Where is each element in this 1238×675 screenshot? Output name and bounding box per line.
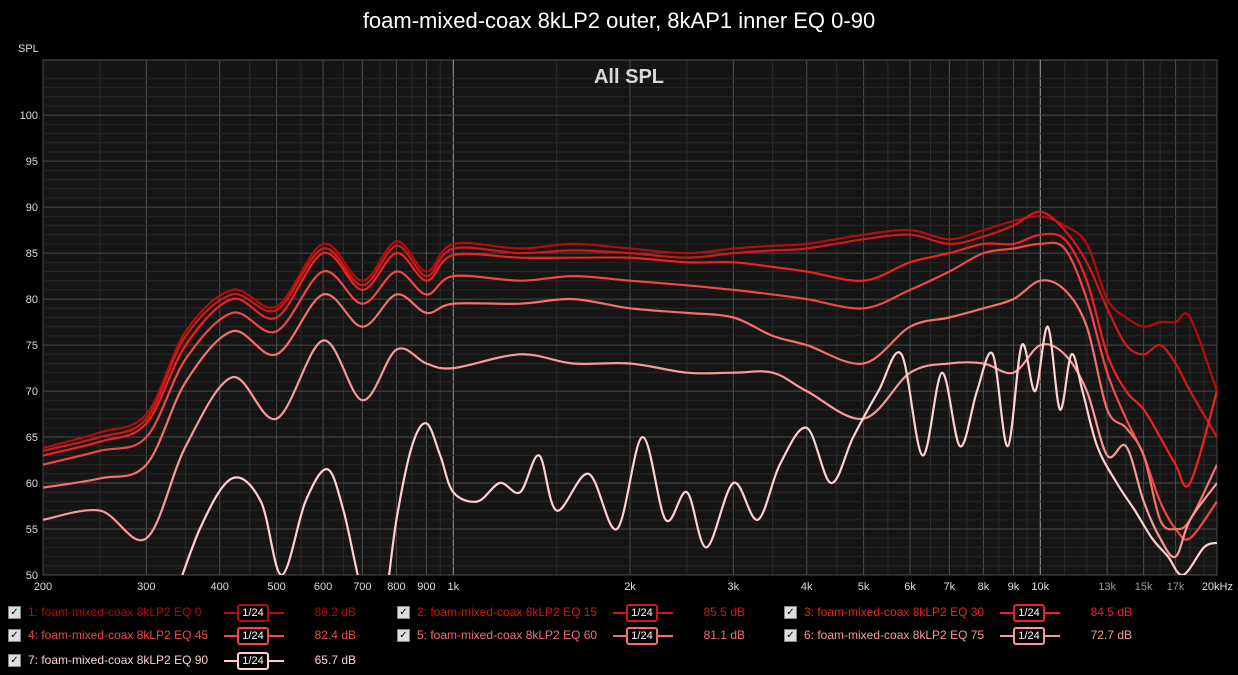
x-tick-label: 200 [34, 581, 52, 593]
legend-level: 65.7 dB [314, 653, 356, 667]
legend-series-name: 6: foam-mixed-coax 8kLP2 EQ 75 [804, 628, 985, 642]
smoothing-label: 1/24 [237, 627, 269, 645]
y-tick-label: 85 [26, 248, 38, 260]
series-line-6 [43, 339, 1217, 559]
series-line-3 [43, 232, 1217, 488]
x-tick-label: 300 [137, 581, 155, 593]
y-tick-label: 70 [26, 386, 38, 398]
legend-item[interactable]: ✓ 6: foam-mixed-coax 8kLP2 EQ 75 1/24 72.7 … [784, 625, 1132, 645]
legend-series-name: 1: foam-mixed-coax 8kLP2 EQ 0 [28, 605, 202, 619]
x-tick-label: 4k [801, 581, 813, 593]
x-tick-label: 9k [1008, 581, 1020, 593]
smoothing-label: 1/24 [237, 604, 269, 622]
legend-checkbox[interactable]: ✓ [784, 605, 797, 619]
y-tick-label: 65 [26, 432, 38, 444]
y-axis-label: SPL [18, 43, 39, 55]
smoothing-label: 1/24 [237, 652, 269, 670]
legend-item[interactable]: ✓ 7: foam-mixed-coax 8kLP2 EQ 90 1/24 65.7 … [8, 650, 356, 670]
smoothing-label: 1/24 [626, 627, 658, 645]
y-tick-label: 95 [26, 156, 38, 168]
x-tick-label: 800 [387, 581, 405, 593]
frequency-response-chart: 50 55 60 65 70 75 80 85 90 95 100 200 300 400 500 600 7… [18, 43, 1233, 593]
x-tick-label: 700 [353, 581, 371, 593]
x-tick-label: 17k [1167, 581, 1185, 593]
legend-item[interactable]: ✓ 3: foam-mixed-coax 8kLP2 EQ 30 1/24 84.5 … [784, 602, 1132, 622]
x-tick-label: 20kHz [1202, 581, 1233, 593]
y-tick-label: 80 [26, 294, 38, 306]
y-tick-label: 75 [26, 340, 38, 352]
legend: ✓ 1: foam-mixed-coax 8kLP2 EQ 0 1/24 86.2 d… [0, 600, 1238, 675]
x-tick-label: 900 [417, 581, 435, 593]
legend-series-name: 5: foam-mixed-coax 8kLP2 EQ 60 [417, 628, 598, 642]
legend-checkbox[interactable]: ✓ [784, 628, 797, 642]
x-tick-label: 13k [1098, 581, 1116, 593]
x-tick-label: 7k [944, 581, 956, 593]
legend-checkbox[interactable]: ✓ [397, 628, 410, 642]
x-tick-label: 600 [314, 581, 332, 593]
legend-checkbox[interactable]: ✓ [397, 605, 410, 619]
x-tick-label: 3k [728, 581, 740, 593]
x-tick-label: 6k [904, 581, 916, 593]
y-tick-label: 90 [26, 202, 38, 214]
series-line-5 [43, 279, 1217, 531]
legend-series-name: 3: foam-mixed-coax 8kLP2 EQ 30 [804, 605, 985, 619]
smoothing-indicator[interactable]: 1/24 [224, 652, 284, 670]
legend-level: 84.5 dB [1090, 605, 1132, 619]
legend-item[interactable]: ✓ 1: foam-mixed-coax 8kLP2 EQ 0 1/24 86.2 d… [8, 602, 356, 622]
x-tick-label: 2k [624, 581, 636, 593]
series-line-1 [43, 215, 1217, 450]
smoothing-indicator[interactable]: 1/24 [224, 627, 284, 645]
series-line-2 [43, 210, 1217, 452]
legend-series-name: 2: foam-mixed-coax 8kLP2 EQ 15 [417, 605, 598, 619]
chart-title: foam-mixed-coax 8kLP2 outer, 8kAP1 inner… [362, 8, 876, 33]
smoothing-indicator[interactable]: 1/24 [1000, 604, 1060, 622]
x-tick-label: 1k [447, 581, 459, 593]
legend-level: 82.4 dB [314, 628, 356, 642]
x-tick-label: 15k [1135, 581, 1153, 593]
series-line-4 [43, 241, 1217, 541]
series-group [43, 210, 1217, 575]
smoothing-label: 1/24 [1013, 604, 1045, 622]
y-tick-labels: 50 55 60 65 70 75 80 85 90 95 100 [20, 110, 38, 582]
grid-lines [42, 60, 1218, 576]
legend-level: 72.7 dB [1090, 628, 1132, 642]
smoothing-indicator[interactable]: 1/24 [224, 604, 284, 622]
legend-checkbox[interactable]: ✓ [8, 653, 21, 667]
x-tick-label: 500 [267, 581, 285, 593]
y-tick-label: 100 [20, 110, 38, 122]
legend-level: 86.2 dB [314, 605, 356, 619]
legend-series-name: 4: foam-mixed-coax 8kLP2 EQ 45 [28, 628, 209, 642]
legend-level: 81.1 dB [703, 628, 745, 642]
legend-checkbox[interactable]: ✓ [8, 605, 21, 619]
x-tick-label: 5k [858, 581, 870, 593]
y-tick-label: 50 [26, 570, 38, 582]
x-tick-label: 8k [978, 581, 990, 593]
smoothing-indicator[interactable]: 1/24 [613, 627, 673, 645]
legend-checkbox[interactable]: ✓ [8, 628, 21, 642]
smoothing-indicator[interactable]: 1/24 [1000, 627, 1060, 645]
chart-subtitle: All SPL [594, 66, 664, 88]
series-line-7 [181, 325, 1217, 575]
legend-series-name: 7: foam-mixed-coax 8kLP2 EQ 90 [28, 653, 209, 667]
legend-item[interactable]: ✓ 5: foam-mixed-coax 8kLP2 EQ 60 1/24 81.1 … [397, 625, 745, 645]
smoothing-label: 1/24 [1013, 627, 1045, 645]
x-tick-label: 10k [1031, 581, 1049, 593]
legend-level: 85.5 dB [703, 605, 745, 619]
smoothing-indicator[interactable]: 1/24 [613, 604, 673, 622]
smoothing-label: 1/24 [626, 604, 658, 622]
x-tick-label: 400 [211, 581, 229, 593]
legend-item[interactable]: ✓ 2: foam-mixed-coax 8kLP2 EQ 15 1/24 85.5 … [397, 602, 745, 622]
legend-item[interactable]: ✓ 4: foam-mixed-coax 8kLP2 EQ 45 1/24 82.4 … [8, 625, 356, 645]
y-tick-label: 60 [26, 478, 38, 490]
y-tick-label: 55 [26, 524, 38, 536]
x-tick-labels: 200 300 400 500 600 700 800 900 1k 2k 3k 4k 5k 6k 7k 8k… [34, 581, 1233, 593]
